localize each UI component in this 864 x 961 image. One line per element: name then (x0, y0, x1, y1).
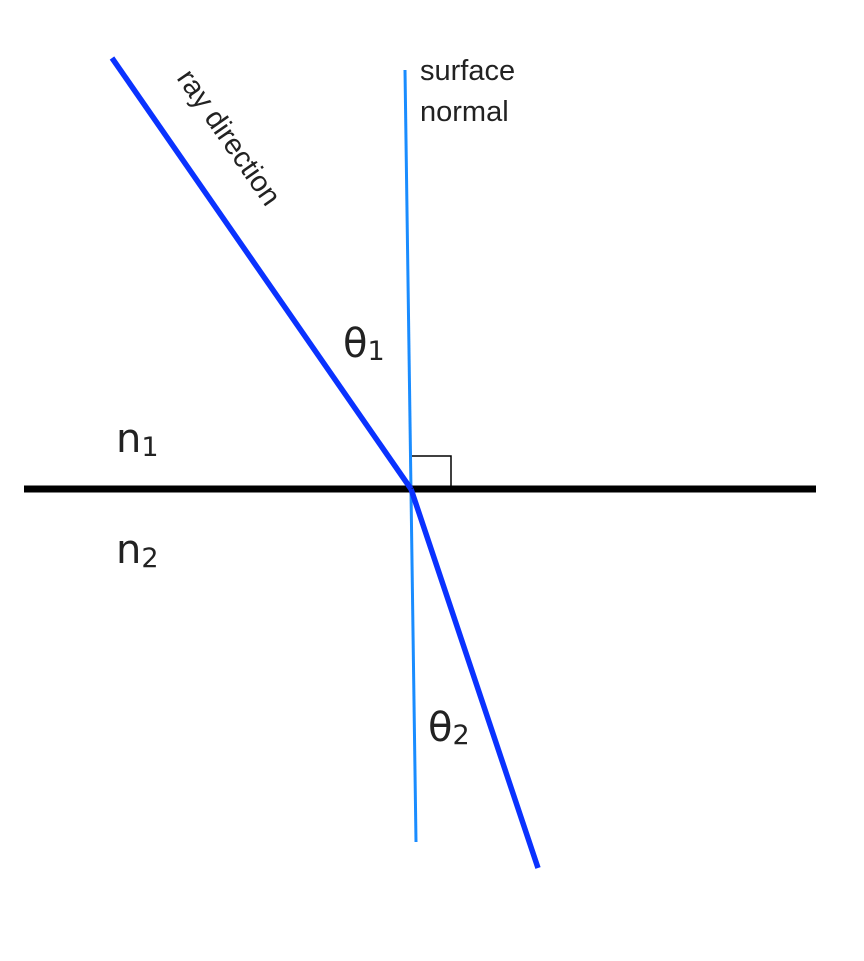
theta1-label: θ1 (343, 321, 385, 367)
theta1-symbol: θ (343, 321, 367, 367)
ray-direction-label: ray direction (170, 64, 286, 212)
theta2-label: θ2 (428, 705, 470, 751)
n1-subscript: 1 (141, 432, 158, 463)
refracted-ray (408, 488, 541, 869)
theta2-symbol: θ (428, 705, 452, 751)
surface-normal-line (403, 69, 418, 843)
surface-normal-label-line2: normal (420, 96, 509, 128)
surface-normal-label-line1: surface (420, 55, 515, 87)
n1-label: n1 (116, 416, 159, 463)
n2-symbol: n (116, 527, 141, 573)
theta2-subscript: 2 (452, 720, 469, 751)
n2-label: n2 (116, 527, 159, 574)
theta1-subscript: 1 (367, 336, 384, 367)
incident-ray (109, 56, 414, 491)
n1-symbol: n (116, 416, 141, 462)
right-angle-marker (412, 455, 452, 492)
n2-subscript: 2 (141, 543, 158, 574)
